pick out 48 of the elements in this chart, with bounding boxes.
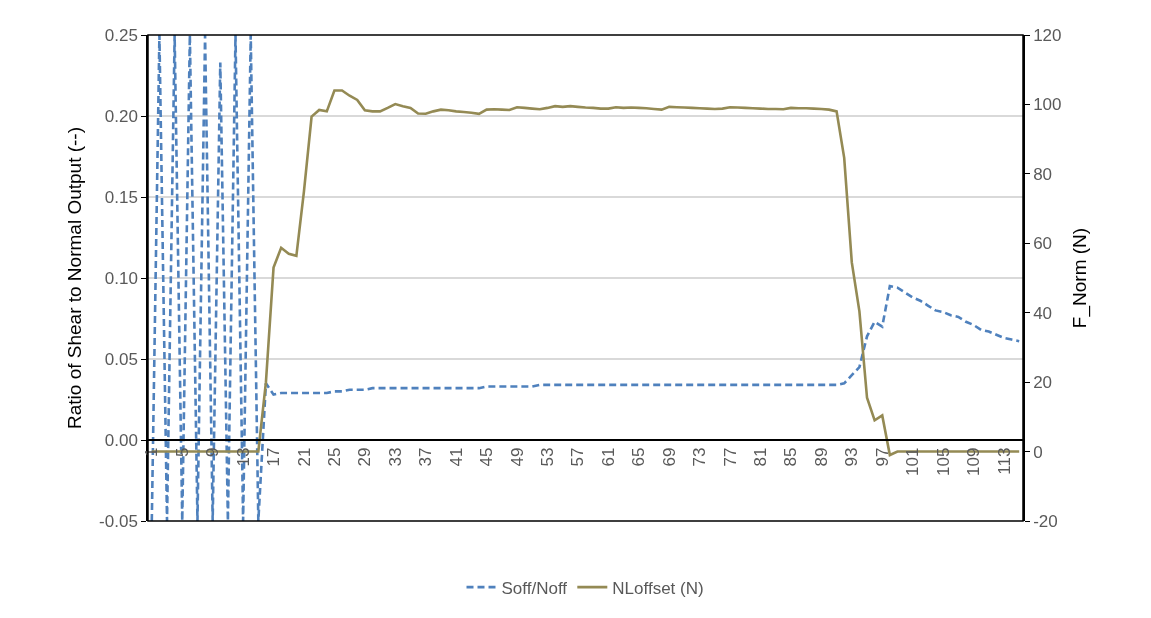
x-tick-label: 17 xyxy=(264,447,284,467)
y-tick-label: 0.15 xyxy=(104,187,138,207)
legend-label: NLoffset (N) xyxy=(612,578,704,598)
x-tick-label: 105 xyxy=(933,447,953,476)
y-tick-label: 0.20 xyxy=(104,106,138,126)
x-tick-label: 101 xyxy=(903,447,923,476)
y-tick-label: 0.25 xyxy=(104,25,138,45)
x-tick-label: 73 xyxy=(690,447,710,467)
y-tick-label: 0.00 xyxy=(104,430,138,450)
x-tick-label: 53 xyxy=(537,447,557,467)
x-tick-label: 49 xyxy=(507,447,527,467)
y2-tick-label: 20 xyxy=(1033,373,1053,393)
y2-tick-label: 80 xyxy=(1033,164,1053,184)
y-tick-label: 0.05 xyxy=(104,349,138,369)
x-tick-label: 97 xyxy=(872,447,892,467)
x-tick-label: 25 xyxy=(324,447,344,467)
x-tick-label: 41 xyxy=(446,447,466,467)
x-tick-label: 85 xyxy=(781,447,801,467)
x-tick-label: 29 xyxy=(355,447,375,467)
x-tick-label: 77 xyxy=(720,447,740,467)
x-tick-label: 61 xyxy=(598,447,618,467)
x-tick-label: 113 xyxy=(994,447,1014,475)
x-tick-label: 57 xyxy=(568,447,588,467)
x-tick-label: 93 xyxy=(842,447,862,467)
y2-tick-label: 100 xyxy=(1033,95,1062,115)
x-tick-label: 21 xyxy=(294,447,314,467)
x-tick-label: 81 xyxy=(751,447,771,467)
y-tick-label: 0.10 xyxy=(104,268,138,288)
legend-label: Soff/Noff xyxy=(501,578,568,598)
x-tick-label: 9 xyxy=(203,447,223,458)
y2-tick-label: 120 xyxy=(1033,25,1062,45)
x-tick-label: 109 xyxy=(964,447,984,476)
x-tick-label: 69 xyxy=(659,447,679,467)
x-tick-label: 65 xyxy=(629,447,649,467)
x-tick-label: 1 xyxy=(142,447,162,458)
x-tick-label: 13 xyxy=(233,447,253,467)
y2-tick-label: 40 xyxy=(1033,303,1053,323)
x-tick-label: 37 xyxy=(416,447,436,467)
y-tick-label: -0.05 xyxy=(99,511,138,531)
y2-axis-title: F_Norm (N) xyxy=(1068,227,1091,329)
y2-tick-label: 0 xyxy=(1033,442,1043,462)
y2-tick-label: 60 xyxy=(1033,234,1053,254)
x-tick-label: 5 xyxy=(172,447,192,458)
x-tick-label: 89 xyxy=(811,447,831,467)
x-tick-label: 33 xyxy=(385,447,405,467)
y-axis-title: Ratio of Shear to Normal Output (--) xyxy=(64,127,86,429)
x-tick-label: 45 xyxy=(477,447,497,467)
y2-tick-label: -20 xyxy=(1033,511,1058,531)
